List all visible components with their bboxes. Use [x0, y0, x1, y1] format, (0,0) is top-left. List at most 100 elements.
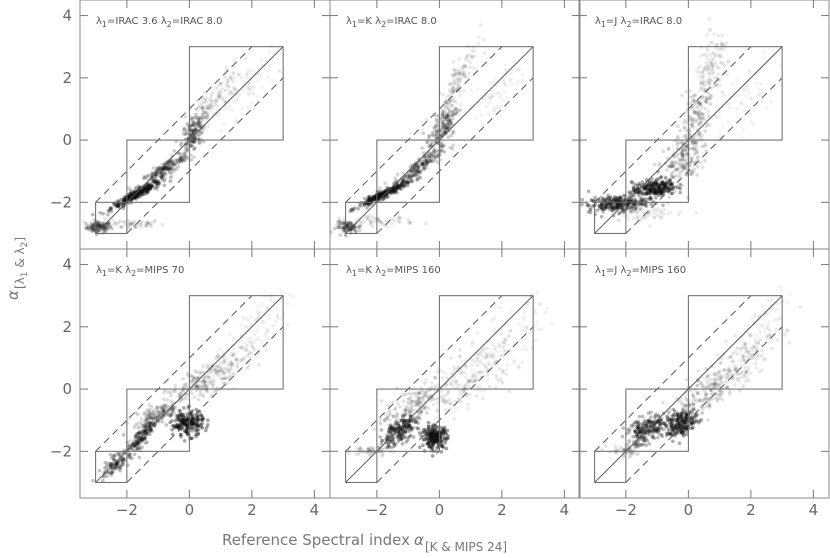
data-point [476, 41, 481, 46]
y-tick-label: 2 [62, 318, 72, 336]
data-point [657, 177, 661, 181]
data-point [439, 444, 444, 449]
data-point [227, 371, 232, 375]
data-point [447, 82, 452, 86]
data-point [337, 219, 341, 223]
data-point [428, 156, 432, 161]
data-point [184, 155, 188, 160]
data-point [135, 191, 139, 195]
data-point [418, 163, 423, 168]
data-point [190, 128, 194, 132]
data-point [494, 105, 499, 109]
data-point [401, 179, 406, 184]
data-point [401, 178, 406, 183]
data-point [161, 166, 166, 171]
data-point [240, 346, 244, 351]
data-point [178, 159, 183, 164]
data-point [167, 167, 172, 171]
data-point [443, 125, 448, 130]
data-point [249, 68, 254, 73]
data-point [378, 220, 383, 224]
data-point [165, 165, 170, 169]
data-point [662, 212, 666, 217]
data-point [384, 191, 389, 196]
data-point [202, 116, 207, 120]
data-point [413, 166, 417, 171]
data-point [196, 124, 201, 128]
data-point [522, 329, 527, 333]
data-point [145, 188, 150, 192]
data-point [422, 406, 426, 411]
y-tick-label: 0 [62, 380, 72, 398]
data-point [194, 112, 198, 117]
data-point [383, 181, 388, 186]
data-point [473, 359, 477, 364]
data-point [479, 113, 484, 118]
data-point [129, 221, 134, 225]
data-point [414, 401, 419, 406]
data-point [158, 174, 162, 179]
data-point [108, 206, 113, 210]
data-point [614, 206, 618, 211]
data-point [663, 188, 668, 193]
data-point [448, 119, 453, 123]
data-point [407, 402, 411, 406]
data-point [368, 198, 373, 203]
data-point [425, 404, 429, 409]
data-point [128, 439, 132, 443]
data-point [245, 325, 249, 329]
data-point [143, 185, 147, 190]
data-point [341, 226, 346, 231]
data-point [448, 90, 453, 94]
data-point [595, 208, 599, 213]
data-point [212, 369, 217, 373]
data-point [200, 105, 205, 110]
data-point [431, 402, 436, 407]
data-point [102, 226, 107, 230]
data-point [405, 180, 409, 184]
data-point [655, 208, 659, 213]
data-point [611, 205, 615, 209]
data-point [152, 180, 156, 184]
data-point [414, 167, 418, 171]
data-point [394, 186, 399, 191]
data-point [400, 413, 404, 417]
data-point [160, 177, 165, 181]
data-point [216, 91, 221, 95]
data-point [140, 191, 145, 195]
data-point [345, 226, 350, 231]
data-point [275, 307, 279, 311]
data-point [454, 71, 458, 76]
data-point [357, 228, 362, 233]
data-point [400, 171, 405, 175]
data-point [383, 190, 388, 195]
data-point [193, 146, 197, 151]
data-point [632, 203, 636, 207]
data-point [245, 353, 250, 358]
data-point [99, 223, 103, 228]
data-point [445, 122, 450, 126]
data-point [658, 189, 663, 193]
data-point [365, 205, 370, 210]
data-point [637, 181, 641, 186]
data-point [429, 153, 434, 157]
data-point [132, 196, 137, 200]
data-point [615, 206, 620, 210]
data-point [376, 196, 381, 200]
data-point [643, 197, 647, 201]
data-point [453, 68, 457, 72]
data-point [157, 165, 162, 169]
data-point [178, 143, 183, 148]
offset-dashed-line [376, 77, 534, 234]
data-point [131, 195, 135, 199]
data-point [184, 144, 188, 148]
data-point [400, 436, 404, 441]
data-point [409, 179, 414, 184]
data-point [155, 169, 160, 173]
data-point [700, 70, 705, 74]
data-point [414, 168, 418, 173]
data-point [385, 189, 389, 193]
data-point [629, 207, 634, 211]
data-point [141, 186, 146, 191]
data-point [204, 111, 208, 115]
